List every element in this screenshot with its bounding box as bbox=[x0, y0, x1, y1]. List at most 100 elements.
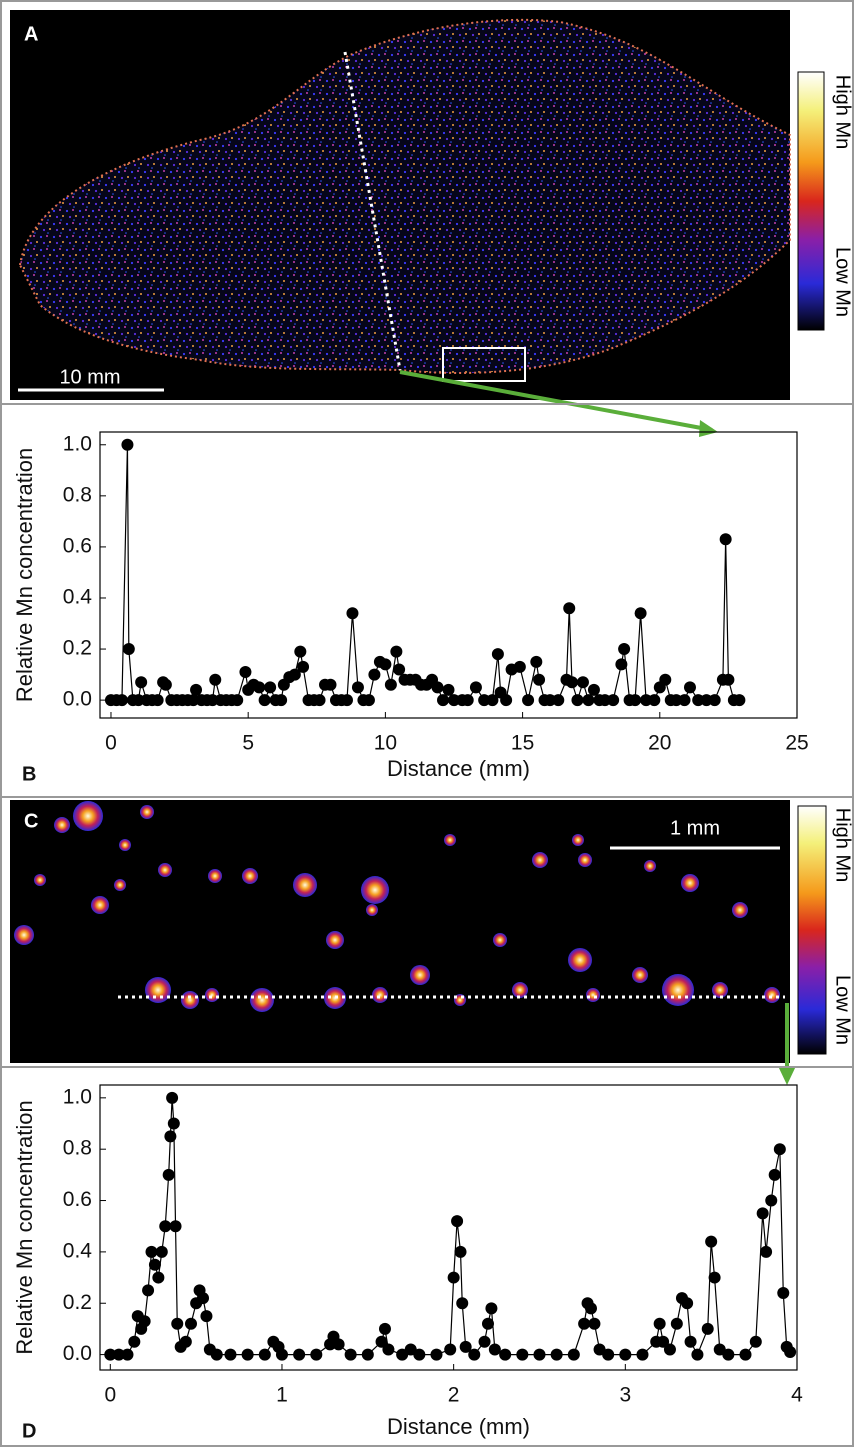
data-point bbox=[442, 683, 455, 696]
data-point bbox=[670, 1317, 683, 1330]
data-point bbox=[209, 673, 222, 686]
data-point bbox=[602, 1348, 615, 1361]
data-point bbox=[451, 1215, 464, 1228]
y-axis-label: Relative Mn concentration bbox=[12, 1100, 37, 1354]
data-point bbox=[171, 1317, 184, 1330]
data-point bbox=[148, 1258, 161, 1271]
data-point bbox=[294, 645, 307, 658]
data-point bbox=[258, 1348, 271, 1361]
data-point bbox=[162, 1168, 175, 1181]
data-point bbox=[708, 694, 721, 707]
colorbar-low: Low Mn bbox=[832, 247, 854, 317]
data-point bbox=[121, 1348, 134, 1361]
data-point bbox=[485, 1302, 498, 1315]
data-point bbox=[582, 694, 595, 707]
data-point bbox=[587, 683, 600, 696]
data-point bbox=[692, 694, 705, 707]
data-point bbox=[701, 1322, 714, 1335]
data-point bbox=[663, 1343, 676, 1356]
data-point bbox=[332, 1338, 345, 1351]
data-point bbox=[478, 694, 491, 707]
data-point bbox=[499, 1348, 512, 1361]
scale-bar-label: 1 mm bbox=[670, 817, 720, 839]
data-point bbox=[760, 1245, 773, 1258]
data-point bbox=[197, 1292, 210, 1305]
arrowhead bbox=[778, 1066, 796, 1085]
data-point bbox=[533, 673, 546, 686]
data-point bbox=[159, 1220, 172, 1233]
data-point bbox=[478, 1335, 491, 1348]
data-point bbox=[784, 1346, 797, 1359]
data-point bbox=[522, 694, 535, 707]
data-point bbox=[722, 1348, 735, 1361]
data-point bbox=[210, 1348, 223, 1361]
data-point bbox=[231, 694, 244, 707]
data-point bbox=[431, 681, 444, 694]
data-point bbox=[447, 1271, 460, 1284]
y-tick-label: 0.8 bbox=[63, 483, 92, 506]
data-point bbox=[461, 694, 474, 707]
data-point bbox=[618, 643, 631, 656]
data-point bbox=[122, 643, 135, 656]
data-point bbox=[491, 648, 504, 661]
data-point bbox=[447, 694, 460, 707]
data-point bbox=[362, 694, 375, 707]
data-point bbox=[239, 666, 252, 679]
data-point bbox=[206, 694, 219, 707]
data-point bbox=[653, 1317, 666, 1330]
colorbar-high: High Mn bbox=[832, 75, 854, 149]
x-tick-label: 15 bbox=[511, 732, 534, 755]
data-point bbox=[670, 694, 683, 707]
y-axis-label: Relative Mn concentration bbox=[12, 448, 37, 702]
data-point bbox=[488, 1343, 501, 1356]
y-tick-label: 1.0 bbox=[63, 1085, 92, 1108]
x-tick-label: 3 bbox=[619, 1384, 631, 1407]
data-point bbox=[166, 1091, 179, 1104]
leaf bbox=[18, 18, 791, 374]
data-point bbox=[636, 1348, 649, 1361]
data-point bbox=[346, 607, 359, 620]
data-point bbox=[684, 1335, 697, 1348]
data-point bbox=[552, 694, 565, 707]
data-point bbox=[768, 1168, 781, 1181]
data-point bbox=[444, 1343, 457, 1356]
data-point bbox=[678, 694, 691, 707]
data-point bbox=[351, 681, 364, 694]
data-point bbox=[486, 694, 499, 707]
data-point bbox=[297, 660, 310, 673]
scale-bar-label: 10 mm bbox=[59, 366, 120, 388]
data-point bbox=[563, 602, 576, 615]
data-point bbox=[344, 1348, 357, 1361]
x-tick-label: 2 bbox=[448, 1384, 460, 1407]
colorbar-low: Low Mn bbox=[832, 975, 854, 1045]
transect bbox=[343, 51, 402, 371]
data-point bbox=[629, 694, 642, 707]
data-point bbox=[765, 1194, 778, 1207]
data-point bbox=[719, 533, 732, 546]
colorbar bbox=[797, 805, 827, 1055]
x-tick-label: 10 bbox=[374, 732, 397, 755]
data-point bbox=[121, 438, 134, 451]
data-point bbox=[708, 1271, 721, 1284]
data-point bbox=[454, 1245, 467, 1258]
data-point bbox=[648, 694, 661, 707]
data-point bbox=[468, 1348, 481, 1361]
data-point bbox=[459, 1340, 472, 1353]
y-tick-label: 0.6 bbox=[63, 534, 92, 557]
data-point bbox=[275, 694, 288, 707]
data-point bbox=[607, 694, 620, 707]
y-tick-label: 0.0 bbox=[63, 1342, 92, 1365]
x-tick-label: 0 bbox=[105, 732, 117, 755]
data-point bbox=[659, 673, 672, 686]
data-point bbox=[224, 1348, 237, 1361]
data-point bbox=[384, 678, 397, 691]
data-point bbox=[500, 694, 513, 707]
data-point bbox=[516, 1348, 529, 1361]
data-point bbox=[313, 694, 326, 707]
data-point bbox=[187, 694, 200, 707]
arrow bbox=[399, 370, 713, 432]
data-point bbox=[683, 681, 696, 694]
data-point bbox=[135, 676, 148, 689]
data-point bbox=[310, 1348, 323, 1361]
